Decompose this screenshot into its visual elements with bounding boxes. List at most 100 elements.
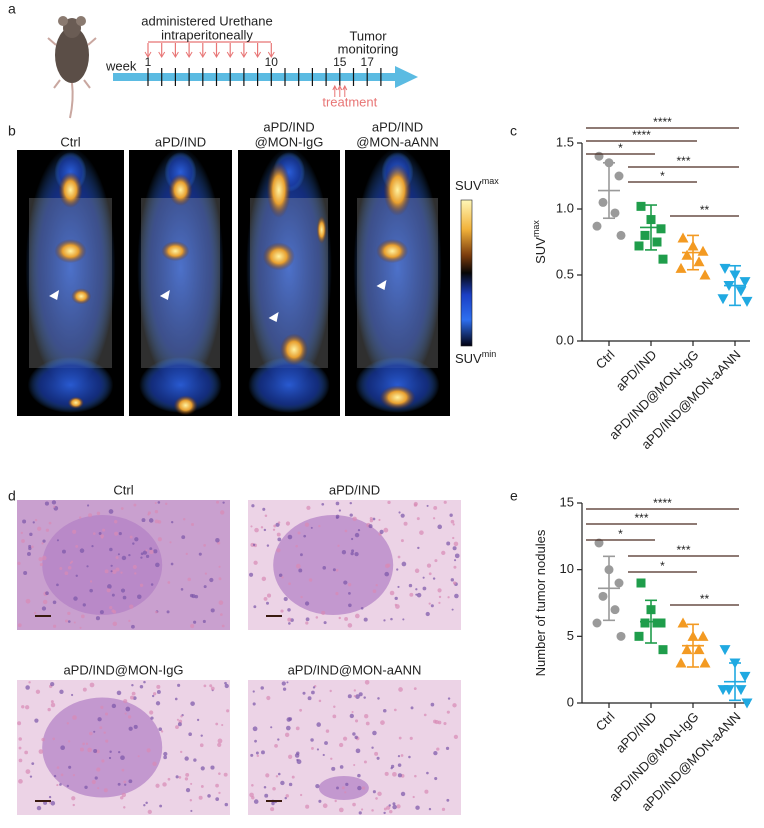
histology-cell — [453, 734, 459, 739]
histology-cell — [42, 539, 46, 543]
histology-cell — [278, 573, 283, 577]
histology-cell — [82, 742, 85, 746]
histology-cell — [215, 783, 219, 788]
histology-cell — [342, 736, 348, 741]
histology-cell — [207, 794, 211, 798]
histology-cell — [140, 556, 143, 559]
histology-cell — [184, 777, 189, 781]
histology-cell — [288, 754, 293, 759]
histology-cell — [162, 782, 167, 787]
histology-cell — [450, 578, 454, 582]
histology-cell — [383, 619, 386, 622]
histology-cell — [92, 532, 96, 535]
y-axis-label-sup: max — [531, 220, 541, 238]
histology-cell — [149, 549, 154, 555]
histology-cell — [202, 619, 206, 623]
histology-cell — [22, 519, 27, 524]
histology-cell — [199, 743, 204, 748]
tumor-arrowhead — [376, 280, 387, 290]
histology-cell — [337, 544, 340, 547]
histology-cell — [147, 809, 152, 815]
histology-cell — [104, 569, 109, 574]
histology-cell — [163, 755, 167, 760]
histology-cell — [382, 708, 387, 713]
histology-cell — [218, 565, 221, 568]
histology-cell — [189, 799, 193, 802]
histology-cell — [209, 577, 214, 583]
histology-title: aPD/IND@MON-aANN — [288, 662, 422, 677]
histology-cell — [371, 746, 374, 749]
data-point — [675, 657, 687, 668]
histology-cell — [100, 534, 105, 538]
histology-nodule — [42, 697, 163, 798]
histology-cell — [408, 583, 413, 588]
histology-cell — [64, 571, 69, 576]
histology-cell — [203, 544, 207, 547]
histology-cell — [21, 539, 25, 543]
panel-label: d — [8, 488, 16, 504]
histology-cell — [29, 532, 33, 537]
histology-cell — [31, 762, 35, 765]
data-point — [741, 296, 753, 307]
histology-cell — [120, 796, 124, 800]
histology-cell — [397, 763, 402, 767]
histology-cell — [73, 596, 78, 601]
histology-cell — [48, 801, 52, 804]
histology-cell — [249, 792, 254, 798]
histology-cell — [446, 798, 450, 802]
histology-cell — [190, 782, 193, 785]
histology-cell — [59, 689, 64, 694]
histology-cell — [324, 741, 328, 745]
histology-cell — [128, 779, 133, 784]
significance-label: * — [618, 141, 623, 155]
histology-cell — [98, 532, 102, 535]
histology-cell — [305, 804, 310, 809]
histology-cell — [264, 514, 268, 518]
histology-cell — [139, 684, 144, 689]
injection-arrowhead — [240, 51, 248, 58]
histology-cell — [436, 747, 440, 751]
histology-cell — [65, 619, 69, 623]
histology-cell — [300, 793, 303, 797]
histology-cell — [89, 580, 93, 583]
histology-cell — [79, 548, 85, 553]
histology-cell — [311, 747, 314, 750]
histology-cell — [280, 780, 285, 786]
histology-cell — [355, 748, 361, 754]
histology-cell — [37, 526, 42, 531]
injection-arrowhead — [158, 51, 166, 58]
histology-cell — [114, 520, 118, 524]
histology-cell — [115, 556, 119, 560]
histology-cell — [423, 713, 427, 717]
histology-cell — [300, 553, 303, 557]
histology-cell — [32, 521, 35, 524]
histology-cell — [417, 546, 420, 550]
histology-cell — [321, 502, 325, 506]
histology-cell — [266, 593, 272, 598]
mouse-icon — [47, 16, 97, 119]
histology-cell — [50, 800, 56, 806]
histology-cell — [99, 726, 103, 730]
histology-cell — [185, 773, 190, 777]
histology-cell — [93, 748, 98, 753]
histology-cell — [117, 782, 121, 786]
significance-label: ** — [700, 203, 710, 217]
histology-cell — [338, 807, 344, 813]
histology-cell — [263, 786, 267, 789]
pet-group-label: Ctrl — [60, 134, 80, 149]
histology-cell — [111, 609, 115, 613]
histology-cell — [158, 727, 163, 732]
histology-cell — [386, 563, 391, 568]
histology-cell — [270, 726, 273, 729]
histology-cell — [131, 691, 136, 696]
histology-cell — [291, 775, 295, 779]
histology-cell — [160, 730, 164, 733]
histology-cell — [358, 692, 363, 697]
histology-cell — [335, 516, 339, 519]
pet-tail-glow — [248, 357, 330, 413]
histology-cell — [315, 616, 319, 619]
histology-cell — [392, 804, 397, 810]
data-point — [594, 151, 604, 161]
data-point — [614, 578, 624, 588]
histology-cell — [400, 791, 406, 797]
